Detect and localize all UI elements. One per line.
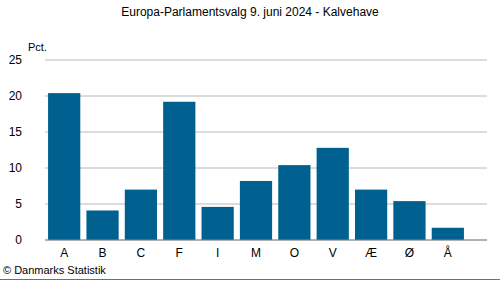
bar (393, 201, 425, 240)
x-tick-label: B (99, 246, 107, 260)
x-tick-label: M (251, 246, 261, 260)
grid-line (45, 132, 487, 133)
x-tick-label: A (60, 246, 68, 260)
grid-line (45, 96, 487, 97)
y-tick-label: 5 (15, 197, 22, 211)
x-tick-label: I (216, 246, 219, 260)
bar (48, 93, 80, 240)
grid-line (45, 240, 487, 241)
y-tick-label: 0 (15, 233, 22, 247)
bar (86, 210, 118, 240)
chart-svg: Europa-Parlamentsvalg 9. juni 2024 - Kal… (0, 0, 500, 282)
bar (202, 207, 234, 240)
y-tick-label: 25 (9, 53, 23, 67)
chart-container: Europa-Parlamentsvalg 9. juni 2024 - Kal… (0, 0, 500, 282)
x-tick-label: C (137, 246, 146, 260)
x-tick-label: Æ (365, 246, 377, 260)
grid-line (45, 168, 487, 169)
bar (355, 190, 387, 240)
bar (432, 228, 464, 240)
x-tick-label: O (290, 246, 299, 260)
bar (317, 148, 349, 240)
footer-line (0, 279, 500, 280)
y-tick-label: 10 (9, 161, 23, 175)
source: © Danmarks Statistik (3, 264, 106, 276)
bar (278, 165, 310, 240)
x-tick-label: F (176, 246, 183, 260)
y-tick-label: 20 (9, 89, 23, 103)
title: Europa-Parlamentsvalg 9. juni 2024 - Kal… (121, 5, 379, 19)
x-axis-line (45, 240, 487, 241)
bars (48, 93, 464, 240)
y-tick-label: 15 (9, 125, 23, 139)
bar (125, 190, 157, 240)
x-tick-label: V (329, 246, 337, 260)
x-tick-label: Ø (405, 246, 414, 260)
grid-line (45, 60, 487, 61)
bar (163, 102, 195, 240)
x-tick-label: Å (444, 245, 452, 260)
y-axis-label: Pct. (28, 41, 47, 53)
bar (240, 181, 272, 240)
